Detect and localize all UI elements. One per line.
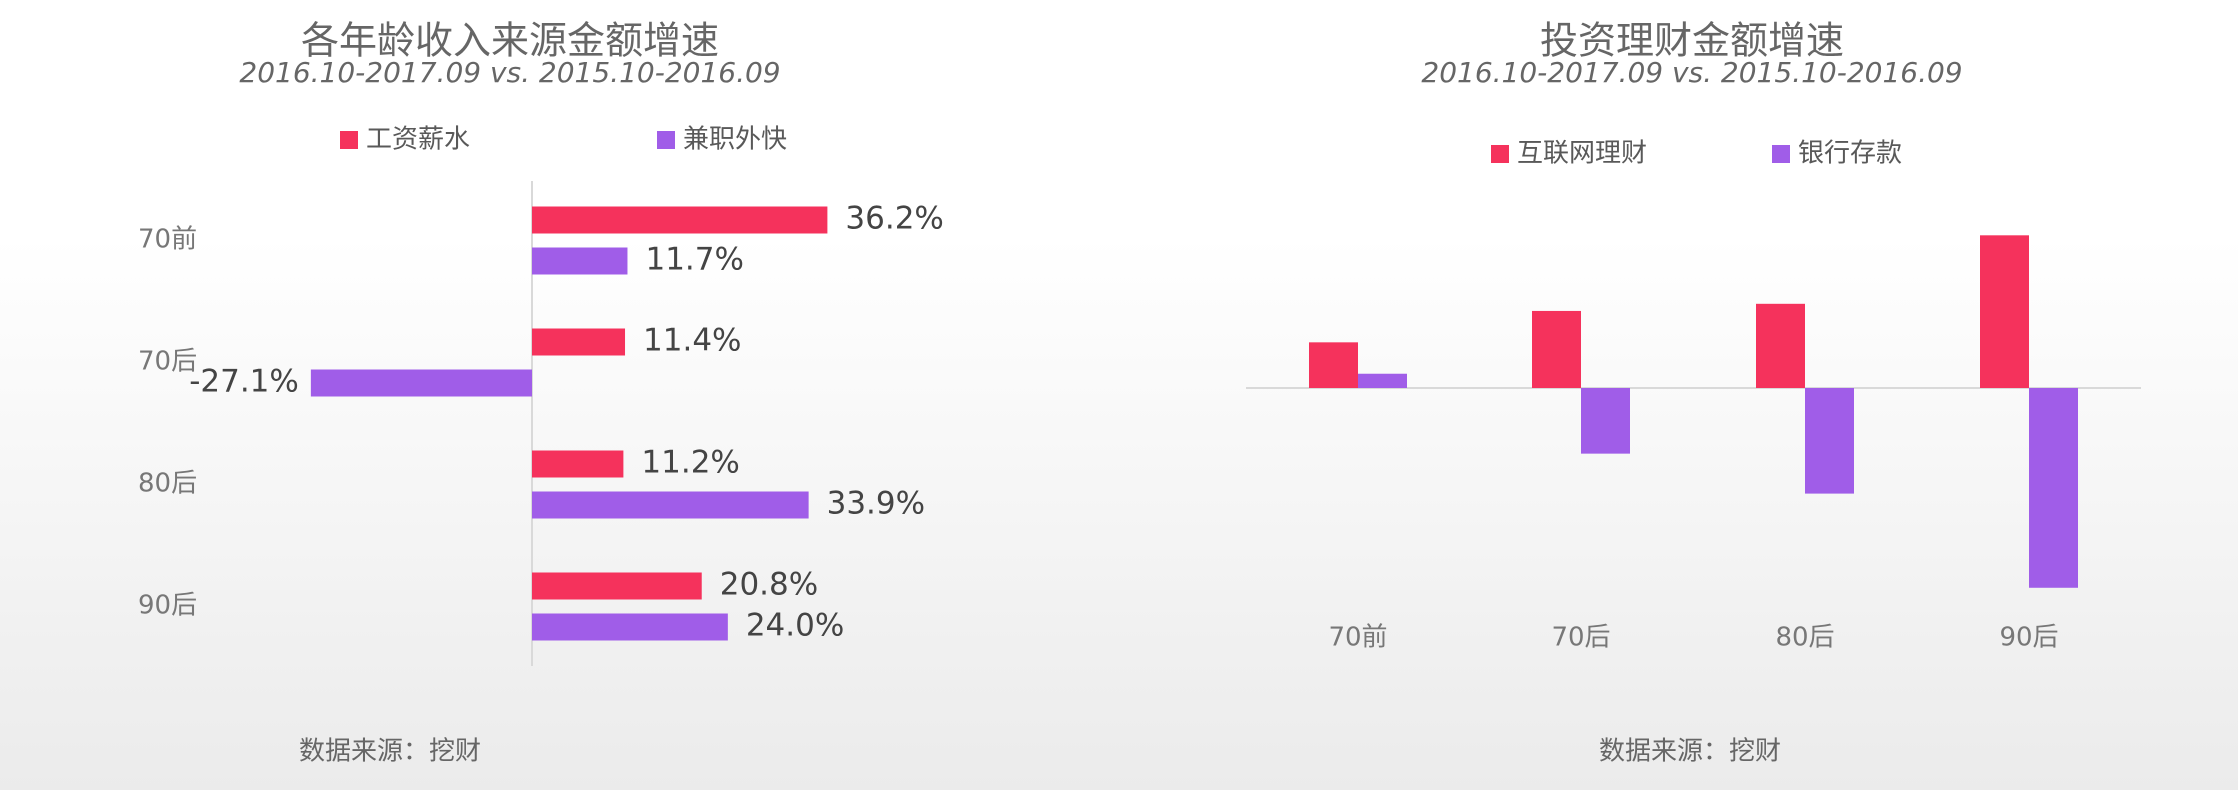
bar <box>1980 235 2029 388</box>
value-label: 11.4% <box>643 323 741 359</box>
value-label: 33.9% <box>827 486 925 522</box>
chart-subtitle: 2016.10-2017.09 vs. 2015.10-2016.09 <box>1421 56 1962 89</box>
bar <box>532 450 624 478</box>
legend-label: 工资薪水 <box>366 125 470 155</box>
bar <box>532 613 728 641</box>
category-label: 90后 <box>1999 623 2058 653</box>
legend-marker <box>1772 145 1790 163</box>
chart-title: 各年龄收入来源金额增速 <box>301 19 719 63</box>
source-note: 数据来源：挖财 <box>299 737 481 767</box>
value-label: -27.1% <box>189 364 299 400</box>
bar <box>532 206 828 234</box>
bar <box>1309 342 1358 388</box>
category-label: 80后 <box>1775 623 1834 653</box>
legend-label: 兼职外快 <box>683 125 787 155</box>
bar <box>2029 388 2078 588</box>
bar <box>532 328 626 356</box>
legend-label: 互联网理财 <box>1517 139 1647 169</box>
bar <box>1581 388 1630 454</box>
bar <box>532 491 809 519</box>
bar <box>1805 388 1854 494</box>
value-label: 11.7% <box>645 242 743 278</box>
legend-marker <box>1491 145 1509 163</box>
legend-marker <box>657 131 675 149</box>
category-label: 90后 <box>138 591 197 621</box>
bar <box>1756 303 1805 388</box>
source-note: 数据来源：挖财 <box>1599 737 1781 767</box>
value-label: 24.0% <box>746 608 844 644</box>
value-label: 11.2% <box>641 445 739 481</box>
legend-label: 银行存款 <box>1798 139 1902 169</box>
category-label: 70后 <box>138 347 197 377</box>
bar <box>310 369 532 397</box>
category-label: 70后 <box>1551 623 1610 653</box>
value-label: 36.2% <box>845 201 943 237</box>
legend-marker <box>340 131 358 149</box>
bar <box>532 572 702 600</box>
bar <box>532 247 628 275</box>
value-label: 20.8% <box>720 567 818 603</box>
bar <box>1532 310 1581 388</box>
bar <box>1358 373 1407 388</box>
category-label: 80后 <box>138 469 197 499</box>
chart-subtitle: 2016.10-2017.09 vs. 2015.10-2016.09 <box>239 56 780 89</box>
category-label: 70前 <box>138 225 197 255</box>
chart-title: 投资理财金额增速 <box>1540 19 1844 63</box>
category-label: 70前 <box>1328 623 1387 653</box>
